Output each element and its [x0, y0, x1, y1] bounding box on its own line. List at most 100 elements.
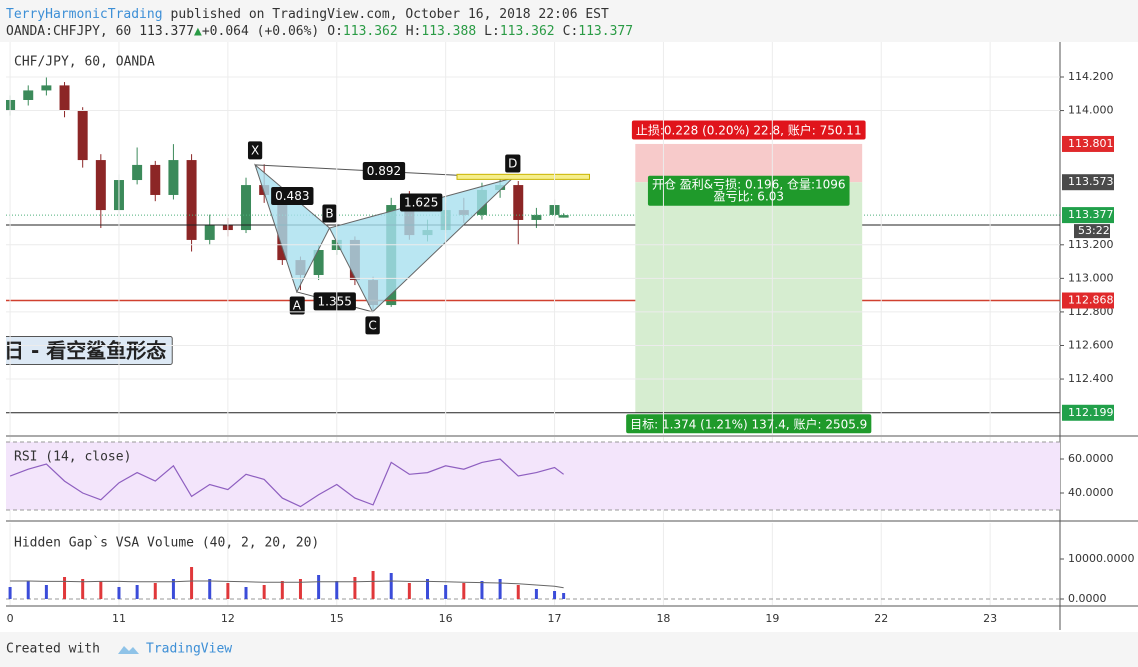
volume-bar [534, 589, 538, 599]
ratio-label: 1.355 [318, 294, 352, 308]
ratio-label: 1.625 [404, 196, 438, 210]
x-tick-label: 11 [112, 612, 126, 625]
header-background [0, 0, 1138, 42]
volume-bar [44, 585, 48, 599]
y-tick-label: 60.0000 [1068, 452, 1114, 465]
pattern-point-label: A [293, 298, 302, 312]
price-label: 113.801 [1068, 137, 1114, 150]
price-label: 113.573 [1068, 175, 1114, 188]
candle-body [204, 225, 215, 240]
pattern-point-box [322, 204, 337, 223]
price-label-box [1062, 135, 1114, 152]
pattern-point-box [247, 141, 263, 160]
note-box [6, 336, 173, 365]
x-tick-label: 0 [7, 612, 14, 625]
close-value: 113.377 [578, 24, 633, 39]
publisher: TerryHarmonicTrading [6, 7, 163, 22]
target-zone [635, 182, 863, 413]
candle-body [513, 185, 524, 220]
header-line-1: TerryHarmonicTrading published on Trading… [6, 7, 609, 22]
candle-body [150, 164, 161, 195]
volume-bar [335, 581, 339, 599]
ratio-label: 0.892 [367, 164, 401, 178]
x-tick-label: 12 [221, 612, 235, 625]
y-tick-label: 112.400 [1068, 372, 1114, 385]
y-tick-label: 40.0000 [1068, 486, 1114, 499]
volume-bar [26, 581, 30, 599]
high-value: 113.388 [421, 24, 476, 39]
volume-bar [244, 587, 248, 599]
pattern-point-box [505, 154, 521, 173]
volume-bar [81, 579, 85, 599]
volume-bar [153, 583, 157, 599]
x-tick-label: 17 [548, 612, 562, 625]
pane-title: Hidden Gap`s VSA Volume (40, 2, 20, 20) [14, 536, 319, 551]
y-tick-label: 10000.0000 [1068, 552, 1134, 565]
candle-body [241, 185, 252, 231]
footer-brand[interactable]: TradingView [146, 642, 232, 657]
volume-bar [8, 587, 12, 599]
volume-bar [190, 567, 194, 599]
footer-background [0, 632, 1138, 667]
stop-label: 止损:0.228 (0.20%) 22.8, 账户: 750.11 [636, 122, 862, 137]
pane-title: CHF/JPY, 60, OANDA [14, 55, 155, 70]
volume-bar [135, 585, 139, 599]
y-tick-label: 114.200 [1068, 70, 1114, 83]
volume-bar [171, 579, 175, 599]
pattern-point-box [365, 316, 380, 335]
x-tick-label: 15 [330, 612, 344, 625]
volume-bar [353, 577, 357, 599]
price-label: 112.199 [1068, 406, 1114, 419]
note-label: 日 - 看空鲨鱼形态 [4, 339, 166, 363]
volume-bar [298, 579, 302, 599]
price-label-box [1062, 174, 1114, 191]
price-label: 113.377 [1068, 208, 1114, 221]
volume-bar [226, 583, 230, 599]
ratio-label-box [362, 161, 406, 180]
volume-bar [480, 581, 484, 599]
volume-bar [498, 579, 502, 599]
volume-bar [516, 585, 520, 599]
target-label: 目标: 1.374 (1.21%) 137.4, 账户: 2505.9 [630, 416, 867, 431]
low-value: 113.362 [500, 24, 555, 39]
x-tick-label: 22 [874, 612, 888, 625]
high-label: H: [406, 24, 422, 39]
rsi-line [9, 458, 564, 508]
volume-bar [117, 587, 121, 599]
candle-body [132, 164, 143, 181]
volume-bar [208, 579, 212, 599]
target-label-box [626, 414, 872, 434]
open-label: O: [327, 24, 343, 39]
candle-body [558, 215, 569, 218]
volume-bar [407, 583, 411, 599]
main-pane: 0.483 0.892 1.355 1.625 X A B C D 止损:0.228 (0.20%… [4, 77, 1060, 434]
volume-bar [262, 585, 266, 599]
y-tick-label: 112.600 [1068, 338, 1114, 351]
price-label-box [1062, 404, 1114, 421]
price-label-box [1062, 292, 1114, 309]
y-tick-label: 113.000 [1068, 271, 1114, 284]
pattern-point-label: D [508, 157, 517, 171]
volume-bar [562, 593, 566, 599]
x-tick-label: 18 [656, 612, 670, 625]
candle-body [186, 160, 197, 240]
volume-bar [389, 573, 393, 599]
y-tick-label: 114.000 [1068, 104, 1114, 117]
open-label: 开仓 盈利&亏损: 0.196, 仓量:1096 [652, 178, 846, 192]
volume-bar [317, 575, 321, 599]
candle-body [77, 110, 88, 161]
candle-body [95, 160, 106, 211]
candle-body [531, 214, 542, 220]
open-label-box [647, 175, 850, 206]
candle-body [59, 85, 70, 111]
x-tick-label: 16 [439, 612, 453, 625]
stop-label-box [631, 120, 866, 140]
candle-body [313, 250, 324, 276]
volume-bar [280, 581, 284, 599]
ratio-label-box [313, 292, 356, 311]
ratio-label-box [399, 193, 443, 212]
low-label: L: [484, 24, 500, 39]
candle-body [41, 85, 52, 91]
volume-bar [371, 571, 375, 599]
